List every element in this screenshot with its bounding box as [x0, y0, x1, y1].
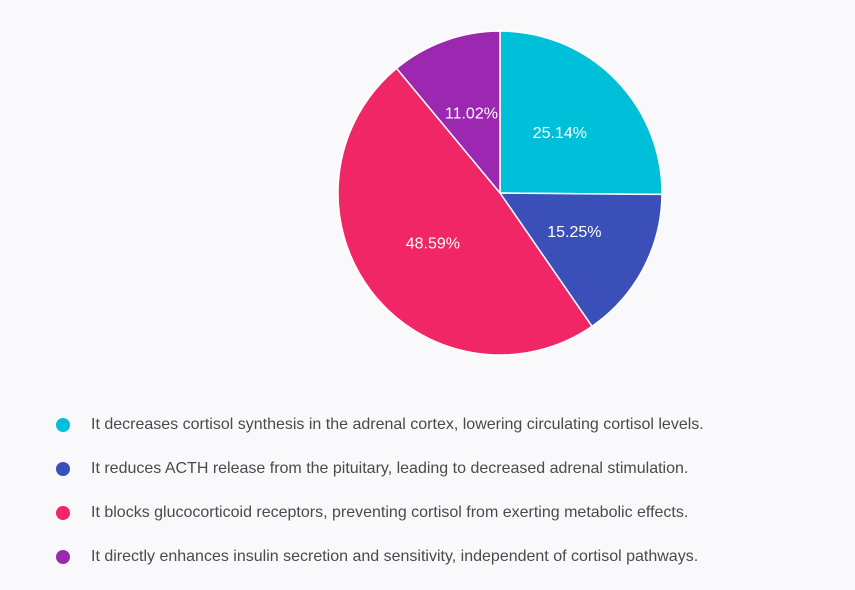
- legend-label: It decreases cortisol synthesis in the a…: [91, 416, 704, 433]
- legend-label: It directly enhances insulin secretion a…: [91, 548, 699, 565]
- chart-legend: It decreases cortisol synthesis in the a…: [56, 414, 846, 590]
- pie-slice-4[interactable]: [395, 30, 501, 196]
- legend-marker-icon: [56, 418, 70, 432]
- pie-chart-svg: 25.14% 15.25% 48.59% 11.02%: [337, 30, 663, 356]
- legend-item-3[interactable]: It blocks glucocorticoid receptors, prev…: [56, 502, 846, 524]
- legend-marker-icon: [56, 550, 70, 564]
- legend-item-1[interactable]: It decreases cortisol synthesis in the a…: [56, 414, 846, 436]
- legend-item-4[interactable]: It directly enhances insulin secretion a…: [56, 546, 846, 568]
- pie-slice-1[interactable]: [499, 30, 663, 196]
- pie-slice-3[interactable]: [337, 67, 594, 356]
- pie-slice-2[interactable]: [498, 192, 663, 328]
- slice-data-label-4: 11.02%: [445, 105, 498, 122]
- slice-data-label-3: 48.59%: [406, 235, 460, 252]
- pie-chart: 25.14% 15.25% 48.59% 11.02% It decreases co…: [56, 30, 704, 565]
- legend-label: It reduces ACTH release from the pituita…: [91, 460, 689, 477]
- legend-label: It blocks glucocorticoid receptors, prev…: [91, 504, 689, 521]
- legend-item-2[interactable]: It reduces ACTH release from the pituita…: [56, 458, 846, 480]
- slice-data-label-2: 15.25%: [547, 224, 601, 241]
- legend-marker-icon: [56, 506, 70, 520]
- legend-marker-icon: [56, 462, 70, 476]
- slice-data-label-1: 25.14%: [533, 125, 587, 142]
